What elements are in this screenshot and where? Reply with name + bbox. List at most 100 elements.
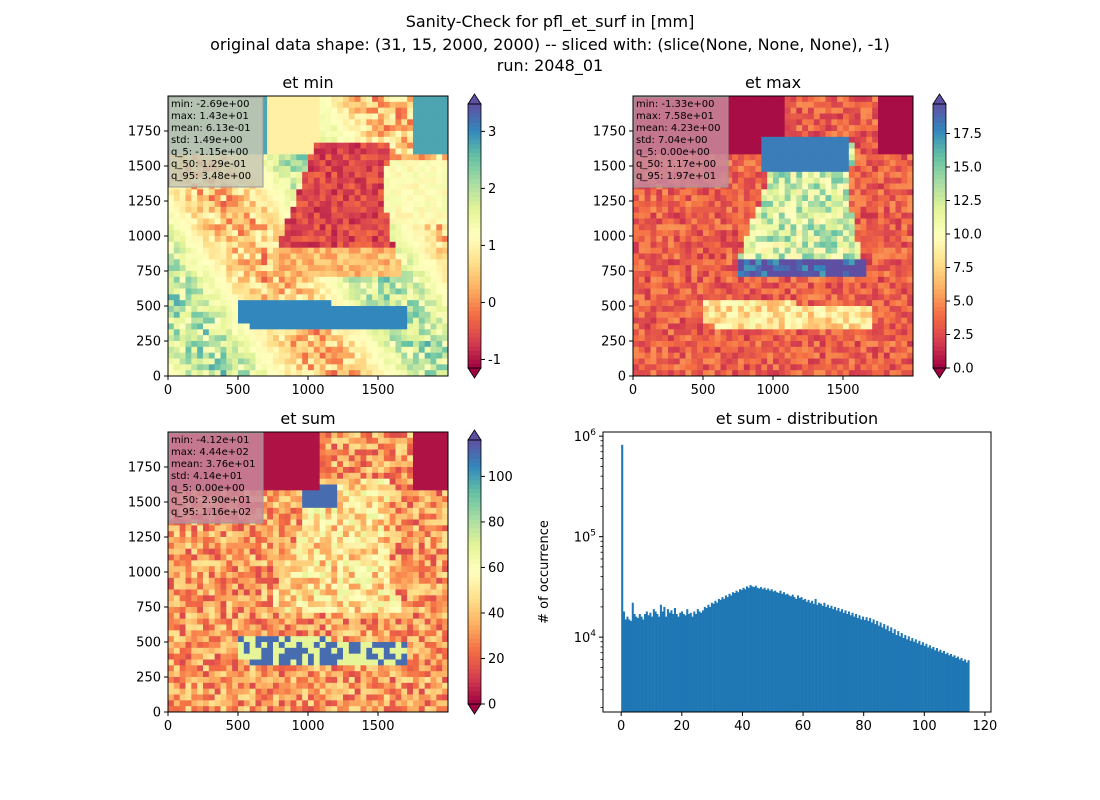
heatmap-cell (383, 294, 391, 301)
heatmap-cell (389, 352, 396, 359)
heatmap-cell (644, 300, 651, 307)
heatmap-cell (784, 113, 791, 120)
heatmap-cell (413, 171, 420, 179)
heatmap-cell (383, 236, 391, 243)
colorbar-segment (468, 214, 481, 219)
heatmap-cell (255, 352, 262, 359)
heatmap-cell (778, 131, 786, 138)
heatmap-cell (296, 247, 303, 254)
heatmap-cell (378, 323, 385, 330)
heatmap-cell (819, 218, 826, 225)
heatmap-cell (673, 364, 681, 371)
heatmap-cell (407, 160, 414, 167)
heatmap-cell (296, 276, 303, 284)
heatmap-cell (685, 247, 692, 254)
heatmap-cell (883, 195, 891, 202)
heatmap-cell (848, 370, 856, 377)
heatmap-cell (837, 230, 844, 237)
heatmap-cell (302, 265, 309, 272)
heatmap-cell (889, 317, 896, 324)
heatmap-cell (401, 288, 408, 295)
heatmap-cell (191, 300, 198, 307)
heatmap-cell (424, 346, 431, 354)
heatmap-cell (778, 96, 786, 103)
heatmap-cell (872, 288, 879, 295)
heatmap-cell (407, 212, 414, 219)
heatmap-cell (907, 189, 914, 196)
heatmap-cell (878, 241, 885, 249)
heatmap-cell (732, 183, 739, 190)
heatmap-cell (354, 101, 361, 109)
heatmap-cell (761, 154, 768, 161)
heatmap-cell (372, 282, 379, 289)
heatmap-cell (883, 241, 891, 249)
heatmap-cell (179, 677, 186, 684)
heatmap-cell (767, 154, 774, 161)
heatmap-cell (895, 306, 902, 313)
heatmap-cell (407, 253, 414, 260)
heatmap-cell (378, 306, 385, 313)
heatmap-cell (331, 125, 338, 132)
heatmap-cell (372, 276, 379, 284)
heatmap-cell (790, 160, 797, 167)
heatmap-cell (878, 183, 885, 190)
heatmap-cell (290, 346, 297, 354)
heatmap-cell (430, 177, 437, 184)
heatmap-cell (325, 171, 332, 179)
heatmap-cell (714, 195, 721, 202)
heatmap-cell (726, 218, 733, 225)
heatmap-cell (749, 247, 756, 254)
heatmap-cell (243, 265, 251, 272)
heatmap-cell (383, 171, 391, 179)
heatmap-cell (354, 323, 361, 330)
figure-title-line1: Sanity-Check for pfl_et_surf in [mm] (405, 12, 695, 31)
heatmap-cell (430, 323, 437, 330)
heatmap-cell (238, 224, 245, 231)
heatmap-cell (738, 154, 745, 161)
heatmap-cell (220, 212, 227, 219)
heatmap-cell (273, 206, 280, 214)
heatmap-cell (837, 265, 844, 272)
heatmap-cell (819, 276, 826, 284)
heatmap-cell (883, 276, 891, 284)
heatmap-cell (331, 300, 338, 307)
heatmap-cell (668, 276, 675, 284)
heatmap-cell (732, 259, 739, 266)
colorbar-segment (933, 332, 946, 338)
heatmap-cell (395, 107, 402, 114)
heatmap-cell (331, 271, 338, 278)
heatmap-cell (895, 224, 902, 231)
heatmap-cell (278, 370, 286, 377)
heatmap-cell (749, 288, 756, 295)
heatmap-cell (697, 206, 704, 214)
heatmap-cell (668, 300, 675, 307)
heatmap-cell (430, 236, 437, 243)
heatmap-cell (872, 113, 879, 120)
heatmap-cell (173, 352, 181, 359)
heatmap-cell (366, 131, 373, 138)
heatmap-cell (238, 364, 245, 371)
heatmap-cell (831, 230, 838, 237)
heatmap-cell (185, 253, 192, 260)
heatmap-cell (638, 218, 646, 225)
heatmap-cell (191, 294, 198, 301)
heatmap-cell (784, 259, 791, 266)
heatmap-cell (348, 218, 356, 225)
heatmap-cell (290, 236, 297, 243)
heatmap-cell (773, 136, 780, 144)
heatmap-cell (848, 247, 856, 254)
heatmap-cell (197, 323, 204, 330)
heatmap-cell (337, 265, 344, 272)
heatmap-cell (348, 323, 356, 330)
heatmap-cell (214, 241, 221, 249)
heatmap-cell (778, 311, 786, 319)
heatmap-cell (808, 236, 815, 243)
heatmap-cell (407, 131, 414, 138)
heatmap-cell (319, 311, 326, 319)
heatmap-cell (413, 358, 420, 365)
heatmap-cell (638, 364, 646, 371)
heatmap-cell (261, 183, 268, 190)
heatmap-cell (348, 160, 356, 167)
heatmap-cell (366, 247, 373, 254)
heatmap-cell (808, 183, 815, 190)
